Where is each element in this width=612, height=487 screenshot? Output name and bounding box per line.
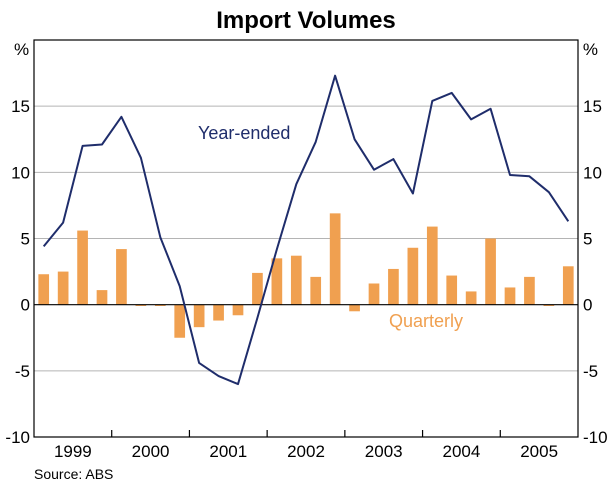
y-tick-label-right: 0	[583, 296, 592, 315]
year-ended-line	[42, 74, 570, 386]
x-tick-label: 2004	[443, 442, 481, 461]
quarterly-bar	[232, 304, 244, 316]
quarterly-bar	[329, 213, 341, 305]
x-tick-label: 2001	[209, 442, 247, 461]
gridlines	[34, 105, 578, 372]
quarterly-bar	[290, 255, 302, 305]
quarterly-bar	[388, 268, 399, 305]
x-tick-label: 2005	[520, 442, 558, 461]
year-ended-label: Year-ended	[198, 123, 290, 143]
plot-frame	[33, 39, 579, 438]
quarterly-bar	[252, 272, 263, 305]
y-tick-label-right: -5	[583, 362, 598, 381]
left-unit-label: %	[14, 40, 29, 59]
quarterly-bar	[154, 304, 166, 306]
quarterly-bar	[174, 304, 186, 338]
y-tick-label-right: 10	[583, 163, 602, 182]
quarterly-bar	[349, 304, 360, 312]
year-ended-series	[42, 74, 570, 386]
quarterly-bar	[213, 304, 224, 321]
y-tick-label-left: 0	[21, 296, 30, 315]
quarterly-bar	[368, 283, 380, 305]
quarterly-bar	[96, 290, 108, 305]
quarterly-bar	[116, 249, 127, 305]
quarterly-bar	[57, 271, 69, 305]
y-tick-label-right: -10	[583, 428, 608, 447]
y-tick-label-left: -5	[15, 362, 30, 381]
y-tick-label-left: 15	[11, 97, 30, 116]
y-tick-label-right: 5	[583, 230, 592, 249]
quarterly-bar	[310, 276, 322, 305]
quarterly-bar	[426, 226, 438, 305]
quarterly-bar	[524, 276, 535, 305]
chart-title: Import Volumes	[216, 7, 396, 34]
right-unit-label: %	[583, 40, 598, 59]
quarterly-label: Quarterly	[389, 311, 463, 331]
quarterly-bar	[543, 304, 555, 306]
quarterly-bar	[446, 275, 458, 305]
quarterly-bar	[193, 304, 205, 328]
y-tick-label-left: 10	[11, 163, 30, 182]
quarterly-bar	[562, 266, 574, 305]
quarterly-bar	[465, 291, 477, 305]
quarterly-bar	[38, 274, 50, 305]
quarterly-bar	[407, 247, 419, 305]
quarterly-bar	[485, 238, 496, 305]
quarterly-bar	[271, 258, 283, 305]
y-tick-label-right: 15	[583, 97, 602, 116]
axis-ticks	[111, 430, 501, 437]
x-tick-label: 1999	[54, 442, 92, 461]
y-tick-label-left: -10	[5, 428, 30, 447]
quarterly-bars	[38, 213, 574, 338]
source-note: Source: ABS	[34, 466, 113, 482]
x-tick-label: 2002	[287, 442, 325, 461]
x-tick-label: 2003	[365, 442, 403, 461]
quarterly-bar	[135, 304, 147, 306]
quarterly-bar	[504, 287, 516, 305]
y-tick-label-left: 5	[21, 230, 30, 249]
x-tick-label: 2000	[132, 442, 170, 461]
axis-labels: -10 -10 -5 -5 0 0 5 5 10 10 15 15 1999 2000 2001 2002 20…	[5, 97, 607, 461]
quarterly-bar	[77, 230, 88, 305]
